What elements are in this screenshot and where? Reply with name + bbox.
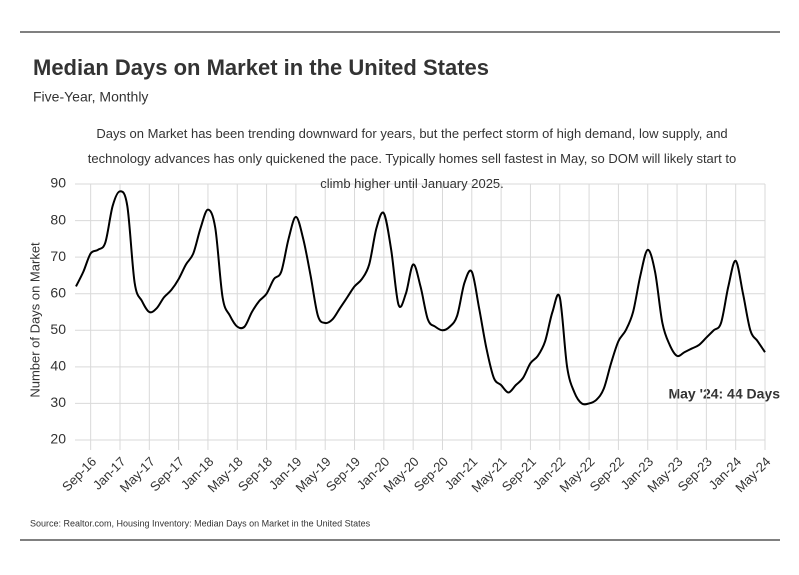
y-axis-label: Number of Days on Market: [27, 242, 42, 398]
y-tick-label: 20: [50, 431, 66, 447]
y-tick-label: 50: [50, 321, 66, 337]
y-tick-label: 90: [50, 175, 66, 191]
y-tick-label: 80: [50, 211, 66, 227]
line: [75, 190, 766, 406]
chart-title: Median Days on Market in the United Stat…: [33, 55, 489, 80]
source: Source: Realtor.com, Housing Inventory: …: [30, 518, 371, 528]
description: Days on Market has been trending downwar…: [87, 126, 737, 191]
y-tick-label: 70: [50, 248, 66, 264]
annotation: May '24: 44 Days: [668, 386, 780, 402]
y-tick-label: 40: [50, 358, 66, 374]
y-tick-label: 60: [50, 284, 66, 300]
y-tick-label: 30: [50, 394, 66, 410]
chart-subtitle: Five-Year, Monthly: [33, 89, 148, 105]
x-tick-label: Sep-16: [59, 454, 99, 494]
